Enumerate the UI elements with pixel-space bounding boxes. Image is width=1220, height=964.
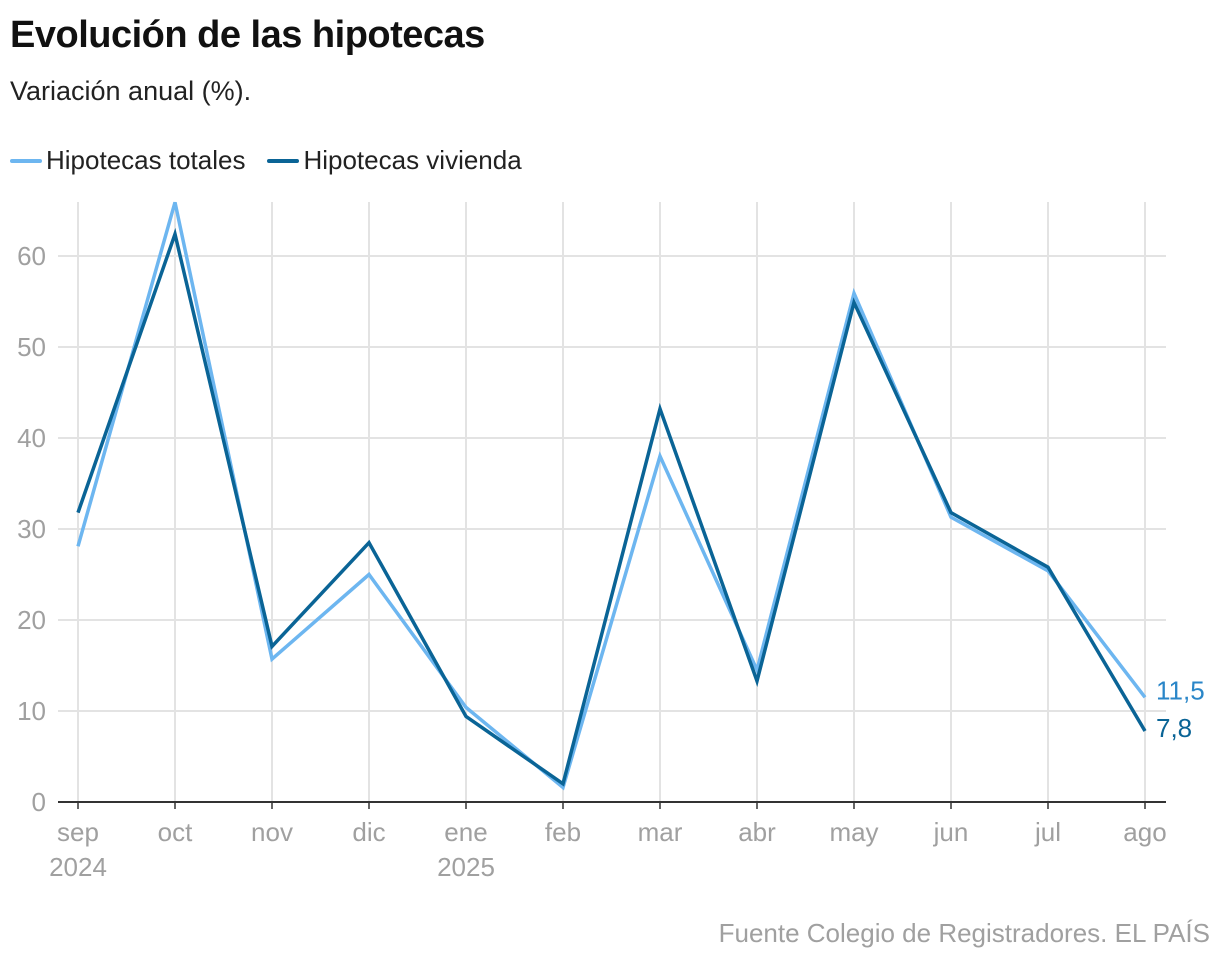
x-tick-label: may <box>829 817 878 847</box>
chart-title: Evolución de las hipotecas <box>10 14 485 56</box>
end-label: 7,8 <box>1156 713 1192 743</box>
y-tick-label: 50 <box>17 332 46 362</box>
series-line-vivienda <box>76 227 1147 787</box>
legend-swatch <box>10 158 42 163</box>
legend-swatch <box>267 158 300 163</box>
y-tick-label: 0 <box>32 787 46 817</box>
x-tick-label: jul <box>1034 817 1061 847</box>
source-note: Fuente Colegio de Registradores. EL PAÍS <box>718 918 1210 948</box>
legend: Hipotecas totales Hipotecas vivienda <box>10 145 522 176</box>
x-year-label: 2024 <box>49 852 107 882</box>
legend-label: Hipotecas totales <box>46 145 246 175</box>
legend-item-vivienda: Hipotecas vivienda <box>267 145 522 176</box>
x-tick-label: mar <box>638 817 683 847</box>
y-tick-label: 20 <box>17 605 46 635</box>
end-label: 11,5 <box>1156 675 1205 705</box>
x-tick-label: dic <box>352 817 385 847</box>
x-tick-label: feb <box>545 817 581 847</box>
y-tick-label: 60 <box>17 241 46 271</box>
x-tick-label: nov <box>251 817 293 847</box>
x-tick-label: jun <box>933 817 969 847</box>
x-tick-label: ene <box>444 817 487 847</box>
x-tick-label: ago <box>1123 817 1166 847</box>
y-tick-label: 40 <box>17 423 46 453</box>
x-tick-label: abr <box>738 817 776 847</box>
legend-label: Hipotecas vivienda <box>303 145 522 175</box>
chart-subtitle: Variación anual (%). <box>10 76 252 106</box>
x-tick-label: sep <box>57 817 99 847</box>
y-tick-label: 30 <box>17 514 46 544</box>
x-year-label: 2025 <box>437 852 495 882</box>
x-tick-label: oct <box>158 817 193 847</box>
y-tick-label: 10 <box>17 696 46 726</box>
legend-item-totales: Hipotecas totales <box>10 145 245 176</box>
